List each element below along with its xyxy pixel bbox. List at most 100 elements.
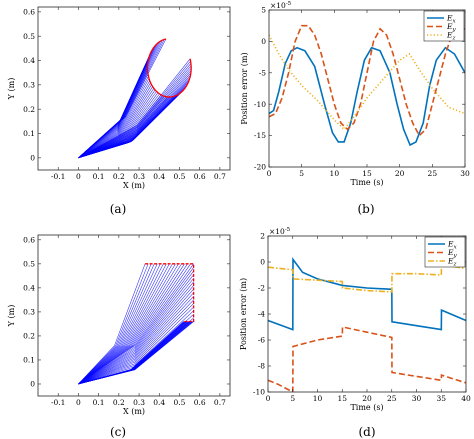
panel-caption: (d) <box>358 425 375 439</box>
x-tick-label: 0.4 <box>153 398 165 407</box>
robot-link-pose <box>78 67 192 159</box>
robot-link-pose <box>78 60 191 159</box>
robot-link-pose <box>78 285 194 385</box>
y-tick-label: 0.4 <box>23 56 35 65</box>
y-tick-label: 0 <box>30 380 35 389</box>
robot-link-pose <box>78 267 194 385</box>
x-tick-label: 0.6 <box>194 398 206 407</box>
x-tick-label: 0.3 <box>133 398 145 407</box>
robot-link-pose <box>78 69 148 159</box>
robot-link-pose <box>78 76 149 159</box>
y-tick-label: 0 <box>30 153 35 162</box>
x-tick-label: 10 <box>330 169 340 178</box>
legend-label-ex: Ex <box>447 240 457 251</box>
robot-link-pose <box>78 274 194 385</box>
series-group <box>269 24 465 147</box>
y-axis-label: Y (m) <box>7 78 16 101</box>
legend-label-ey: Ey <box>446 22 456 33</box>
x-tick-label: 25 <box>387 394 397 403</box>
panel-caption: (a) <box>110 202 127 216</box>
robot-link-pose <box>78 66 148 159</box>
axes-box <box>37 234 231 397</box>
robot-link-pose <box>78 263 158 385</box>
y-tick-label: -5 <box>259 68 267 77</box>
robot-link-pose <box>78 72 192 159</box>
robot-link-pose <box>78 278 194 385</box>
x-tick-label: 0.1 <box>93 398 105 407</box>
x-tick-label: 0.2 <box>113 172 125 181</box>
panel-d-position-error-square: 0 5 10 15 20 25 30 35 40 -10 -8 -6 -4 -2 0 2 Time (s) Pos… <box>239 227 471 439</box>
x-tick-label: 15 <box>337 394 347 403</box>
robot-link-pose <box>78 263 152 385</box>
robot-link-pose <box>78 281 194 385</box>
y-axis-label: Position error (m) <box>240 52 249 124</box>
panel-caption: (b) <box>357 202 374 216</box>
x-axis-label: Time (s) <box>350 178 383 187</box>
y-exponent-label: ×10-5 <box>269 227 291 236</box>
series-group <box>268 256 466 392</box>
y-tick-label: 0.3 <box>23 307 35 316</box>
y-tick-label: -4 <box>258 310 266 319</box>
x-tick-label: 5 <box>299 169 304 178</box>
robot-link-pose <box>78 70 192 159</box>
robot-link-pose <box>78 263 155 385</box>
x-tick-label: 0.4 <box>153 172 165 181</box>
x-tick-label: 0 <box>76 398 81 407</box>
desired-path <box>146 38 192 98</box>
x-tick-label: 0.5 <box>174 172 186 181</box>
robot-link-pose <box>78 292 194 385</box>
y-tick-label: 0.5 <box>23 259 35 268</box>
y-exponent-label: ×10-5 <box>270 1 292 10</box>
x-tick-label: 30 <box>460 169 470 178</box>
panel-a-workspace-circle: -0.1 0 0.1 0.2 0.3 0.4 0.5 0.6 0.7 0 0.1 0.2 0.3 0.4 0… <box>7 6 231 216</box>
panel-b-position-error-circle: 0 5 10 15 20 25 30 -20 -15 -10 -5 0 5 Time (s) Positio… <box>240 1 470 216</box>
robot-link-pose <box>78 303 194 385</box>
x-tick-label: 0.3 <box>133 172 145 181</box>
x-tick-label: 20 <box>362 394 372 403</box>
robot-link-pose <box>78 263 149 385</box>
panel-c-workspace-square: -0.1 0 0.1 0.2 0.3 0.4 0.5 0.6 0.7 0 0.1 0.2 0.3 0.4 0… <box>7 234 231 439</box>
robot-link-pose <box>78 296 194 385</box>
x-axis-label: Time (s) <box>350 403 383 412</box>
y-tick-label: 0.2 <box>23 105 35 114</box>
robot-link-pose <box>78 263 146 385</box>
y-tick-label: 5 <box>261 6 266 15</box>
robot-link-pose <box>78 65 192 159</box>
y-tick-label: 0.6 <box>23 235 35 244</box>
y-tick-label: 0.5 <box>23 32 35 41</box>
robot-link-pose <box>78 78 150 159</box>
robot-link-pose <box>78 299 194 385</box>
y-tick-label: -8 <box>258 362 266 371</box>
desired-path <box>145 263 195 323</box>
y-tick-label: -20 <box>254 163 266 172</box>
y-tick-label: -15 <box>254 131 266 140</box>
workspace-drawing <box>78 38 192 159</box>
y-tick-label: -10 <box>253 388 265 397</box>
x-tick-label: 0.6 <box>194 172 206 181</box>
x-tick-label: 0.5 <box>174 398 186 407</box>
panel-caption: (c) <box>110 425 126 439</box>
workspace-drawing <box>78 263 195 385</box>
axes-box <box>37 6 231 171</box>
x-tick-label: 0.2 <box>113 398 125 407</box>
robot-link-pose <box>78 306 194 385</box>
plot-area <box>38 7 230 170</box>
x-tick-label: 0 <box>76 172 81 181</box>
x-tick-label: 0.7 <box>214 172 226 181</box>
plot-area <box>38 235 230 396</box>
legend-label-ez: Ez <box>446 31 455 42</box>
series-line-ez <box>269 34 465 131</box>
y-tick-label: -6 <box>258 336 266 345</box>
robot-link-pose <box>78 71 148 159</box>
x-tick-label: -0.1 <box>51 398 65 407</box>
x-tick-label: 0 <box>266 394 271 403</box>
y-tick-label: 2 <box>260 232 265 241</box>
legend-label-ey: Ey <box>447 248 457 259</box>
robot-link-pose <box>78 288 194 385</box>
y-tick-label: 0 <box>260 258 265 267</box>
y-tick-label: 0.1 <box>23 356 35 365</box>
x-tick-label: -0.1 <box>51 172 65 181</box>
robot-link-pose <box>78 58 191 159</box>
